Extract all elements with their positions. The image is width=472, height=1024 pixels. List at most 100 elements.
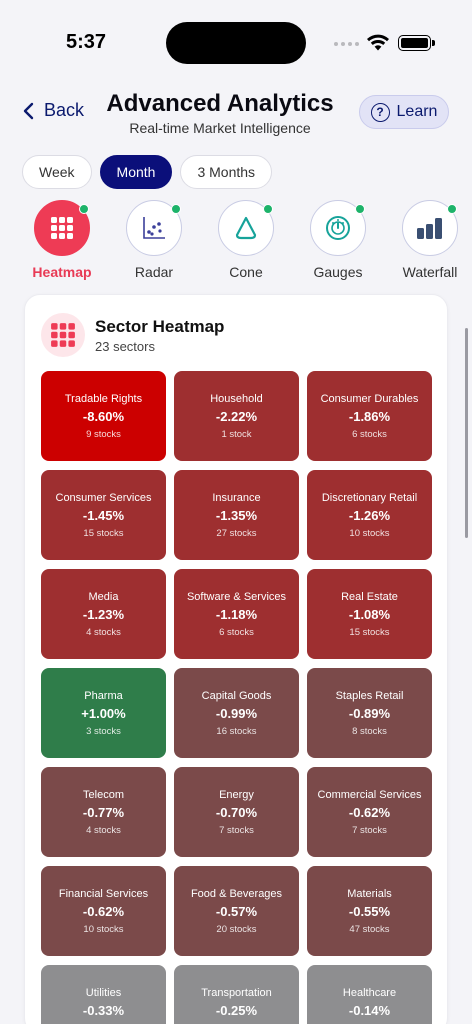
sector-tile[interactable]: Materials -0.55% 47 stocks [307,866,432,956]
back-button[interactable]: Back [22,100,84,121]
sector-tile[interactable]: Software & Services -1.18% 6 stocks [174,569,299,659]
sector-tile[interactable]: Healthcare -0.14% [307,965,432,1024]
chart-type-heatmap[interactable]: Heatmap [22,200,102,280]
sector-tile[interactable]: Consumer Services -1.45% 15 stocks [41,470,166,560]
sector-name: Discretionary Retail [321,492,418,504]
scrollbar[interactable] [465,328,468,538]
sector-tile[interactable]: Telecom -0.77% 4 stocks [41,767,166,857]
sector-name: Utilities [85,987,122,999]
sector-name: Consumer Services [55,492,152,504]
sector-tile[interactable]: Energy -0.70% 7 stocks [174,767,299,857]
chart-type-cone[interactable]: Cone [206,200,286,280]
sector-stock-count: 7 stocks [352,825,387,836]
sector-change: -0.62% [348,805,391,820]
chart-type-gauges[interactable]: Gauges [298,200,378,280]
card-subtitle: 23 sectors [95,339,155,354]
sector-change: -0.25% [215,1003,258,1018]
sector-tile[interactable]: Commercial Services -0.62% 7 stocks [307,767,432,857]
sector-change: -1.45% [82,508,125,523]
sector-name: Media [88,591,119,603]
status-time: 5:37 [66,31,107,53]
sector-stock-count: 16 stocks [216,726,257,737]
sector-stock-count: 6 stocks [352,429,387,440]
sector-stock-count: 1 stock [221,429,252,440]
sector-name: Staples Retail [335,690,404,702]
sector-tile[interactable]: Media -1.23% 4 stocks [41,569,166,659]
sector-tile[interactable]: Capital Goods -0.99% 16 stocks [174,668,299,758]
sector-stock-count: 6 stocks [219,627,254,638]
sector-tile[interactable]: Financial Services -0.62% 10 stocks [41,866,166,956]
sector-stock-count: 9 stocks [86,429,121,440]
sector-tile[interactable]: Discretionary Retail -1.26% 10 stocks [307,470,432,560]
tab-3-months[interactable]: 3 Months [180,155,273,189]
learn-button[interactable]: ? Learn [359,95,449,129]
chart-type-radar[interactable]: Radar [114,200,194,280]
dynamic-island [166,22,306,64]
learn-label: Learn [396,103,438,120]
sector-stock-count: 3 stocks [86,726,121,737]
sector-tile[interactable]: Real Estate -1.08% 15 stocks [307,569,432,659]
tab-week[interactable]: Week [22,155,92,189]
sector-stock-count: 20 stocks [216,924,257,935]
sector-change: -2.22% [215,409,258,424]
sector-change: -1.08% [348,607,391,622]
cellular-signal-icon [334,40,360,48]
sector-stock-count: 7 stocks [219,825,254,836]
sector-heatmap-card: Sector Heatmap 23 sectors Tradable Right… [24,294,448,1024]
wifi-icon [367,34,389,51]
sector-tile[interactable]: Consumer Durables -1.86% 6 stocks [307,371,432,461]
status-dot [355,204,365,214]
sector-name: Real Estate [341,591,398,603]
sector-change: +1.00% [81,706,126,721]
back-label: Back [44,100,85,120]
sector-name: Insurance [212,492,261,504]
sector-name: Materials [347,888,392,900]
sector-change: -0.77% [82,805,125,820]
sector-tile[interactable]: Insurance -1.35% 27 stocks [174,470,299,560]
sector-change: -0.70% [215,805,258,820]
chart-type-selector: Heatmap Radar Cone [0,200,472,290]
sector-change: -1.26% [348,508,391,523]
tab-month[interactable]: Month [99,155,173,189]
sector-change: -0.99% [215,706,258,721]
chart-type-label: Radar [134,264,174,280]
sector-change: -0.14% [348,1003,391,1018]
grid-icon [41,313,85,357]
status-dot [447,204,457,214]
sector-tile[interactable]: Tradable Rights -8.60% 9 stocks [41,371,166,461]
chevron-left-icon [23,102,34,119]
grid-icon [51,217,73,239]
sector-tile[interactable]: Utilities -0.33% [41,965,166,1024]
cone-icon [235,216,257,240]
chart-type-label: Gauges [313,264,363,280]
page-subtitle: Real-time Market Intelligence [129,120,311,136]
chart-type-waterfall[interactable]: Waterfall [390,200,470,280]
chart-type-label: Cone [229,264,263,280]
gauge-icon [326,216,350,240]
sector-name: Telecom [83,789,124,801]
header: Back Advanced Analytics Real-time Market… [0,84,472,144]
sector-name: Transportation [201,987,272,999]
sector-tile[interactable]: Food & Beverages -0.57% 20 stocks [174,866,299,956]
sector-name: Financial Services [58,888,149,900]
sector-name: Energy [219,789,254,801]
sector-tile[interactable]: Pharma +1.00% 3 stocks [41,668,166,758]
sector-tile[interactable]: Household -2.22% 1 stock [174,371,299,461]
status-dot [263,204,273,214]
sector-change: -0.55% [348,904,391,919]
page-title: Advanced Analytics [106,90,334,117]
sector-stock-count: 27 stocks [216,528,257,539]
sector-stock-count: 10 stocks [83,924,124,935]
card-title: Sector Heatmap [95,317,225,336]
question-circle-icon: ? [370,102,390,122]
period-tabs: Week Month 3 Months [22,155,273,189]
sector-tile[interactable]: Staples Retail -0.89% 8 stocks [307,668,432,758]
sector-name: Capital Goods [201,690,272,702]
sector-change: -0.57% [215,904,258,919]
sector-stock-count: 15 stocks [83,528,124,539]
sector-name: Consumer Durables [320,393,419,405]
sector-change: -8.60% [82,409,125,424]
sector-tile[interactable]: Transportation -0.25% [174,965,299,1024]
sector-change: -1.86% [348,409,391,424]
sector-change: -0.33% [82,1003,125,1018]
